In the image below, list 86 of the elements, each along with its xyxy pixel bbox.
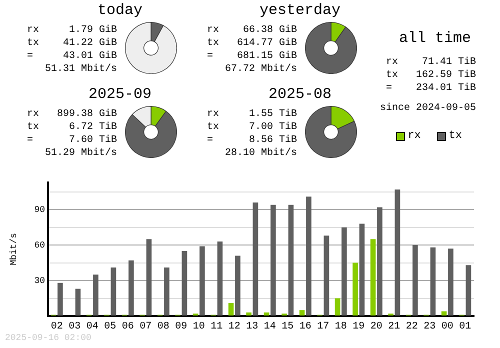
text: tx 7.00 TiB bbox=[206, 122, 297, 133]
bar bbox=[394, 189, 400, 316]
x-tick-label: 01 bbox=[459, 322, 472, 333]
x-tick-label: 23 bbox=[424, 322, 436, 333]
x-tick-label: 07 bbox=[140, 322, 152, 333]
text: all time bbox=[398, 30, 472, 47]
x-tick-label: 20 bbox=[370, 322, 382, 333]
bar bbox=[299, 310, 305, 316]
bar bbox=[146, 239, 152, 316]
text: 51.29 Mbit/s bbox=[44, 148, 117, 159]
text: = 8.56 TiB bbox=[206, 135, 297, 146]
x-tick-label: 09 bbox=[175, 322, 188, 333]
bar bbox=[270, 204, 276, 316]
bar bbox=[334, 298, 340, 316]
x-tick-label: 04 bbox=[86, 322, 98, 333]
x-tick-label: 19 bbox=[352, 322, 365, 333]
x-tick-label: 08 bbox=[157, 322, 170, 333]
bar bbox=[359, 224, 365, 316]
chart-title: 2025-08 bbox=[268, 86, 332, 103]
bar bbox=[200, 246, 205, 316]
y-tick-label: 60 bbox=[34, 240, 45, 250]
y-tick-label: 30 bbox=[34, 276, 45, 286]
bar bbox=[128, 260, 134, 316]
x-tick-label: 11 bbox=[210, 322, 223, 333]
bar bbox=[377, 207, 382, 316]
text: = 681.15 GiB bbox=[206, 51, 297, 62]
x-tick-label: 05 bbox=[104, 322, 116, 333]
legend-label: rx bbox=[406, 130, 421, 142]
text: tx 41.22 GiB bbox=[26, 38, 117, 49]
x-tick-label: 17 bbox=[317, 322, 330, 333]
x-tick-label: 14 bbox=[264, 322, 276, 333]
x-tick-label: 02 bbox=[50, 322, 63, 333]
bar bbox=[110, 268, 116, 316]
chart-title: today bbox=[96, 2, 144, 19]
text: tx 614.77 GiB bbox=[206, 38, 297, 49]
chart-title: 2025-09 bbox=[87, 86, 152, 103]
bar bbox=[58, 282, 63, 316]
x-tick-label: 00 bbox=[441, 322, 454, 333]
bar bbox=[252, 202, 258, 316]
text: 51.31 Mbit/s bbox=[44, 64, 117, 75]
bar bbox=[246, 312, 252, 316]
text: rx 66.38 GiB bbox=[206, 25, 297, 36]
text: tx 6.72 TiB bbox=[26, 122, 117, 133]
text: 67.72 Mbit/s bbox=[224, 64, 297, 75]
bar bbox=[217, 242, 223, 316]
y-tick-label: 90 bbox=[34, 204, 45, 215]
x-tick-label: 22 bbox=[406, 322, 418, 333]
text: rx 71.41 TiB bbox=[386, 57, 476, 68]
x-tick-label: 03 bbox=[68, 322, 81, 333]
bar bbox=[342, 227, 347, 316]
text: 28.10 Mbit/s bbox=[224, 148, 297, 159]
bar bbox=[228, 302, 234, 316]
text: rx 1.79 GiB bbox=[26, 25, 117, 36]
bar bbox=[466, 265, 472, 316]
text: = 234.01 TiB bbox=[386, 83, 476, 94]
text: = 43.01 GiB bbox=[26, 51, 117, 62]
bar bbox=[412, 245, 418, 316]
text: since 2024-09-05 bbox=[380, 102, 476, 115]
bar bbox=[75, 288, 81, 316]
x-tick-label: 21 bbox=[388, 322, 400, 333]
x-tick-label: 12 bbox=[228, 322, 240, 333]
text: tx 162.59 TiB bbox=[386, 70, 476, 81]
bar bbox=[324, 236, 330, 316]
legend-label: tx bbox=[448, 130, 462, 142]
x-tick-label: 06 bbox=[122, 322, 134, 333]
x-tick-label: 10 bbox=[192, 322, 205, 333]
text: = 7.60 TiB bbox=[26, 135, 117, 146]
text: rx 1.55 TiB bbox=[206, 109, 297, 120]
bar bbox=[370, 239, 376, 316]
bar bbox=[448, 248, 454, 316]
bar bbox=[430, 247, 436, 316]
bar bbox=[235, 256, 240, 316]
x-tick-label: 15 bbox=[282, 322, 294, 333]
bar bbox=[93, 274, 98, 316]
bar bbox=[264, 312, 270, 316]
x-tick-label: 13 bbox=[246, 322, 258, 333]
bar bbox=[352, 262, 358, 316]
x-tick-label: 16 bbox=[299, 322, 312, 333]
bar bbox=[288, 204, 294, 316]
x-tick-label: 18 bbox=[334, 322, 347, 333]
bar bbox=[182, 250, 188, 316]
text: rx 899.38 GiB bbox=[26, 109, 117, 120]
y-axis-title: Mbit/s bbox=[8, 232, 19, 266]
bar bbox=[164, 268, 170, 316]
chart-title: yesterday bbox=[258, 2, 342, 19]
bar bbox=[306, 196, 312, 316]
